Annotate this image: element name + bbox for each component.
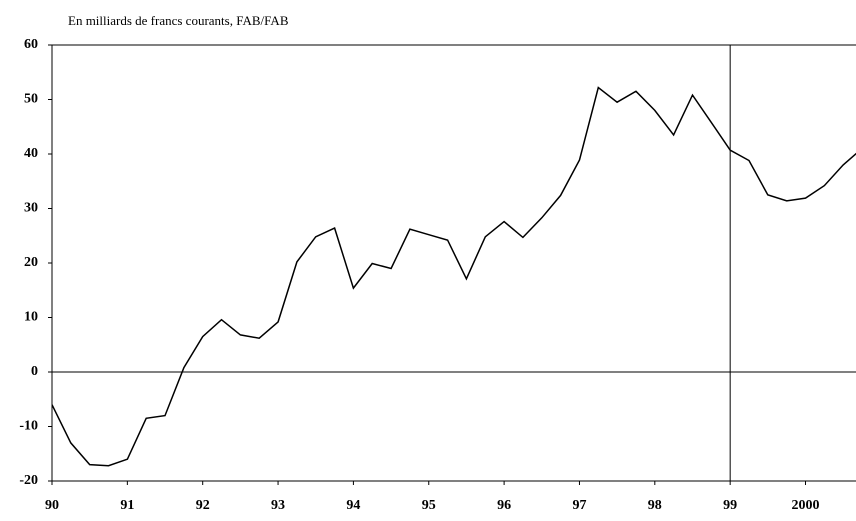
y-tick-label: 30	[24, 201, 38, 216]
x-tick-label: 91	[120, 498, 134, 513]
data-line	[52, 86, 856, 467]
y-tick-label: 60	[24, 37, 38, 52]
x-tick-label: 95	[422, 498, 436, 513]
y-tick-label: 10	[24, 310, 38, 325]
x-tick-label: 2000	[792, 498, 820, 513]
y-tick-label: 40	[24, 146, 38, 161]
y-tick-label: -10	[19, 419, 38, 434]
x-tick-label: 90	[45, 498, 59, 513]
x-tick-label: 94	[346, 498, 360, 513]
y-tick-label: 50	[24, 92, 38, 107]
x-tick-label: 99	[723, 498, 737, 513]
chart-title: En milliards de francs courants, FAB/FAB	[68, 13, 289, 28]
y-tick-label: 0	[31, 364, 38, 379]
x-tick-label: 97	[572, 498, 586, 513]
x-tick-label: 93	[271, 498, 285, 513]
x-tick-label: 98	[648, 498, 662, 513]
y-tick-label: 20	[24, 255, 38, 270]
x-tick-label: 96	[497, 498, 511, 513]
y-tick-label: -20	[19, 473, 38, 488]
x-tick-label: 92	[196, 498, 210, 513]
